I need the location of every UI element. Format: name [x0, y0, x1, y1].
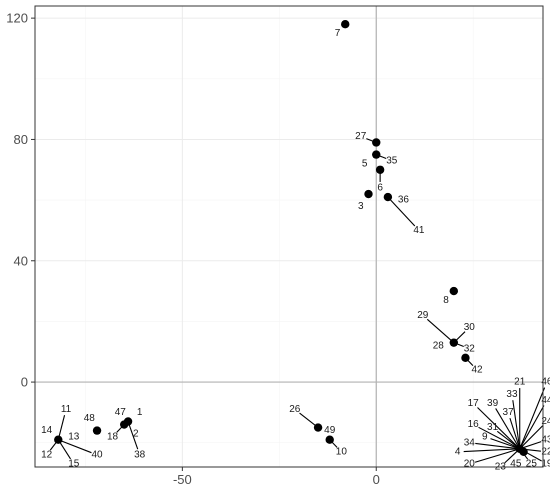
point-label-14: 14 [41, 425, 53, 436]
leader-line-24 [519, 425, 544, 450]
point-label-18: 18 [107, 431, 119, 442]
data-point-13 [123, 417, 133, 426]
leader-line-39 [495, 408, 521, 450]
point-label-29: 29 [417, 310, 429, 321]
y-tick-label: 0 [21, 375, 28, 390]
leader-line-9 [490, 438, 520, 450]
data-point-7 [449, 338, 459, 347]
data-point-11 [92, 426, 102, 435]
point-label-35: 35 [386, 155, 398, 166]
point-label-19: 19 [541, 459, 550, 470]
leader-line-33 [512, 400, 521, 449]
leader-line-38 [127, 421, 139, 450]
point-label-28: 28 [433, 340, 445, 351]
point-label-42: 42 [472, 365, 484, 376]
zero-lines [35, 6, 543, 467]
point-label-45: 45 [510, 459, 522, 470]
y-tick-label: 120 [6, 11, 28, 26]
data-point-3 [375, 165, 385, 174]
data-point-10 [325, 435, 334, 444]
panel-border [34, 5, 544, 468]
leader-line-37 [509, 417, 521, 449]
point-label-6: 6 [377, 183, 383, 194]
leader-line-17 [477, 407, 521, 450]
data-point-5 [383, 192, 393, 202]
point-label-39: 39 [487, 398, 499, 409]
data-point-0 [341, 19, 350, 29]
data-point-1 [372, 138, 381, 147]
leader-line-40 [58, 439, 92, 454]
point-label-26: 26 [289, 404, 301, 415]
point-label-31: 31 [487, 422, 499, 433]
point-label-10: 10 [336, 446, 348, 457]
data-point-6 [449, 286, 459, 296]
point-label-21: 21 [514, 377, 526, 388]
axis-ticks: -50 0 0 40 80 120 [6, 11, 380, 487]
y-tick-label: 80 [14, 132, 28, 147]
x-tick-label: 0 [373, 472, 380, 487]
leader-line-11 [57, 415, 66, 440]
point-label-7: 7 [335, 28, 341, 39]
point-label-36: 36 [398, 195, 410, 206]
point-label-3: 3 [358, 201, 364, 212]
point-label-9: 9 [482, 431, 488, 442]
data-point-16 [519, 447, 528, 457]
data-points [54, 19, 528, 457]
data-point-14 [54, 435, 63, 444]
point-label-49: 49 [324, 425, 336, 436]
point-label-32: 32 [464, 343, 476, 354]
point-label-43: 43 [541, 434, 550, 445]
leader-line-46 [519, 387, 546, 450]
point-label-13: 13 [68, 431, 80, 442]
point-label-11: 11 [61, 404, 72, 415]
point-label-20: 20 [464, 459, 476, 470]
data-point-9 [313, 423, 323, 432]
point-label-34: 34 [464, 437, 476, 448]
leader-line-16 [478, 426, 520, 450]
leader-line-20 [474, 448, 520, 463]
leader-line-31 [496, 430, 521, 450]
point-label-24: 24 [541, 416, 550, 427]
point-label-1: 1 [137, 407, 143, 418]
data-point-2 [372, 150, 381, 159]
point-label-40: 40 [91, 450, 103, 461]
leader-line-44 [519, 405, 545, 450]
point-label-48: 48 [84, 413, 96, 424]
point-label-33: 33 [506, 389, 518, 400]
point-label-2: 2 [133, 428, 139, 439]
point-label-44: 44 [541, 395, 550, 406]
leader-line-34 [475, 442, 520, 450]
leader-line-29 [426, 318, 455, 344]
point-label-46: 46 [541, 377, 550, 388]
point-label-5: 5 [362, 158, 368, 169]
point-label-27: 27 [355, 131, 367, 142]
point-label-25: 25 [526, 459, 538, 470]
label-leader-lines [49, 138, 546, 464]
point-label-38: 38 [134, 450, 146, 461]
point-label-47: 47 [115, 407, 127, 418]
data-point-8 [461, 353, 470, 363]
point-label-41: 41 [413, 225, 425, 236]
point-label-16: 16 [468, 419, 480, 430]
leader-line-41 [387, 196, 416, 227]
point-label-22: 22 [541, 446, 550, 457]
x-tick-label: -50 [173, 472, 192, 487]
point-label-17: 17 [468, 398, 480, 409]
point-label-12: 12 [41, 450, 53, 461]
y-tick-label: 40 [14, 253, 28, 268]
point-label-30: 30 [464, 322, 476, 333]
leader-line-4 [463, 448, 520, 453]
data-point-4 [364, 189, 373, 199]
point-label-4: 4 [455, 446, 461, 457]
point-label-8: 8 [443, 295, 449, 306]
point-label-15: 15 [68, 459, 80, 470]
point-label-37: 37 [503, 407, 515, 418]
